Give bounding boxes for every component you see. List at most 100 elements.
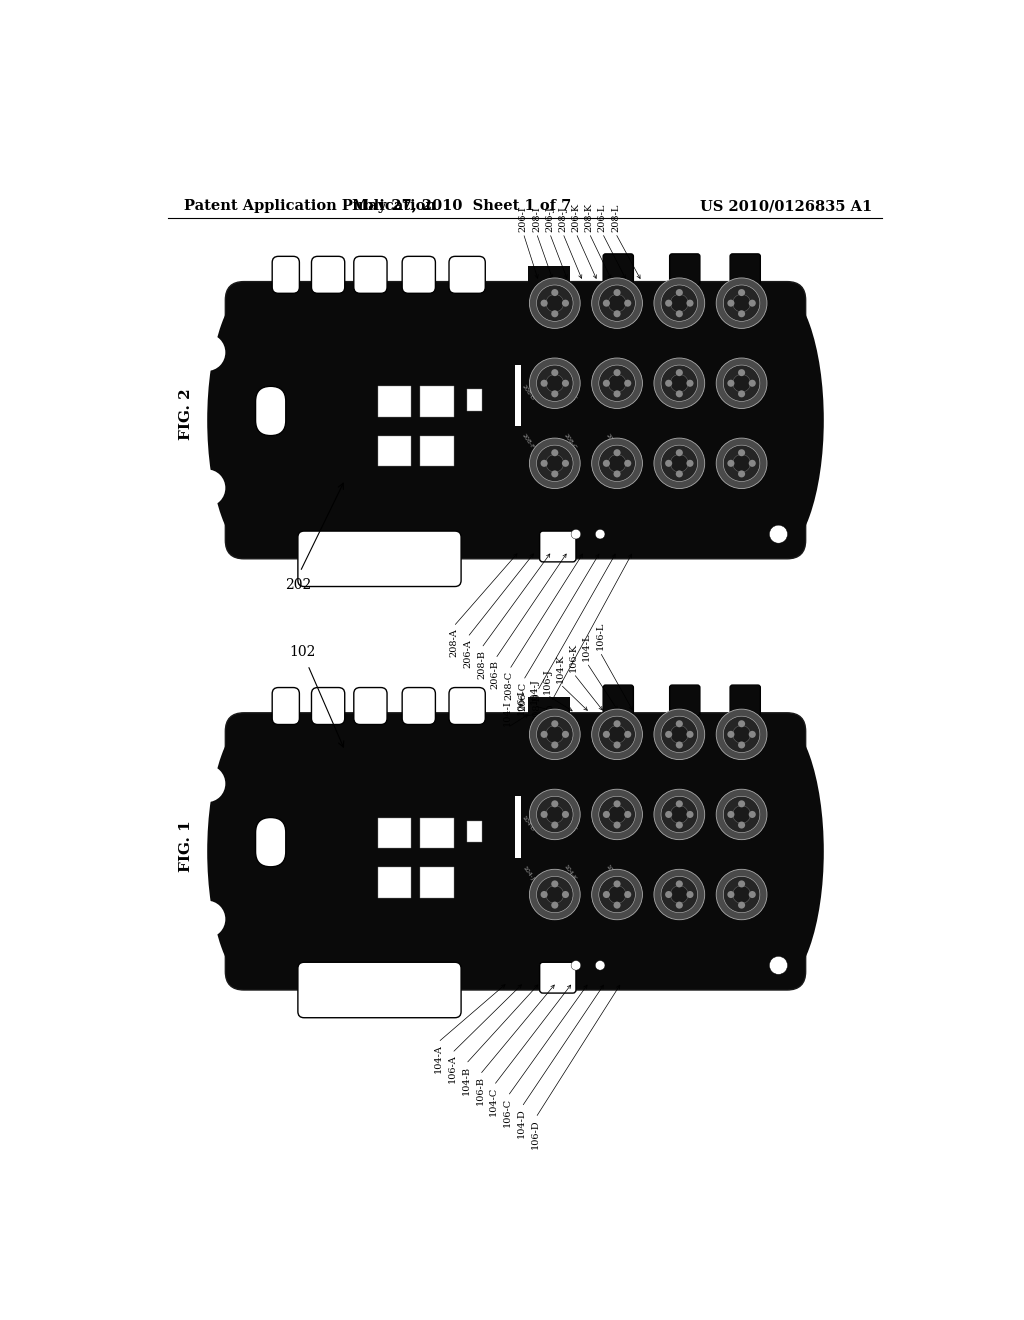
- FancyBboxPatch shape: [603, 253, 634, 285]
- Circle shape: [571, 529, 581, 539]
- Bar: [420, 817, 454, 849]
- Text: 106-C: 106-C: [503, 1098, 512, 1127]
- Circle shape: [603, 380, 610, 387]
- Text: 104-H: 104-H: [605, 863, 620, 882]
- Text: 208-C: 208-C: [505, 671, 514, 701]
- Circle shape: [676, 470, 683, 478]
- Circle shape: [686, 459, 693, 467]
- FancyBboxPatch shape: [298, 531, 461, 586]
- Circle shape: [716, 709, 767, 759]
- Circle shape: [529, 438, 581, 488]
- Ellipse shape: [207, 285, 304, 556]
- Circle shape: [625, 891, 631, 898]
- Bar: [515, 364, 521, 426]
- Circle shape: [676, 902, 683, 908]
- Circle shape: [551, 391, 558, 397]
- Circle shape: [541, 380, 548, 387]
- Circle shape: [613, 370, 621, 376]
- FancyBboxPatch shape: [670, 685, 699, 715]
- FancyBboxPatch shape: [670, 253, 699, 285]
- Circle shape: [562, 810, 569, 818]
- Text: 206-J: 206-J: [545, 206, 554, 231]
- Circle shape: [666, 810, 672, 818]
- Circle shape: [541, 300, 548, 306]
- Circle shape: [529, 358, 581, 408]
- Text: 208-D: 208-D: [532, 693, 542, 722]
- Circle shape: [666, 891, 672, 898]
- Circle shape: [676, 289, 683, 296]
- Text: US 2010/0126835 A1: US 2010/0126835 A1: [699, 199, 872, 213]
- Text: 104-D: 104-D: [517, 1109, 526, 1138]
- Circle shape: [671, 375, 688, 392]
- Circle shape: [716, 438, 767, 488]
- Circle shape: [716, 358, 767, 408]
- Bar: [527, 267, 570, 313]
- Circle shape: [562, 731, 569, 738]
- Circle shape: [666, 731, 672, 738]
- Text: 206-C: 206-C: [519, 682, 527, 711]
- FancyBboxPatch shape: [354, 688, 387, 725]
- Circle shape: [676, 821, 683, 829]
- Circle shape: [654, 789, 705, 840]
- Ellipse shape: [727, 285, 823, 556]
- Circle shape: [738, 880, 745, 887]
- Circle shape: [727, 380, 734, 387]
- Text: 104-B: 104-B: [520, 814, 535, 833]
- Circle shape: [595, 961, 605, 970]
- FancyBboxPatch shape: [540, 531, 575, 562]
- FancyBboxPatch shape: [402, 256, 435, 293]
- FancyBboxPatch shape: [730, 253, 761, 285]
- Text: 104-C: 104-C: [489, 1088, 499, 1117]
- Text: 208-A: 208-A: [605, 384, 620, 401]
- Text: 206-D: 206-D: [547, 704, 556, 733]
- Circle shape: [769, 525, 787, 543]
- Circle shape: [529, 789, 581, 840]
- Circle shape: [654, 358, 705, 408]
- Text: 208-L: 208-L: [611, 203, 620, 231]
- Circle shape: [749, 731, 756, 738]
- Text: 104-J: 104-J: [521, 865, 535, 880]
- Circle shape: [749, 459, 756, 467]
- Circle shape: [625, 810, 631, 818]
- Circle shape: [541, 731, 548, 738]
- Circle shape: [654, 279, 705, 329]
- Circle shape: [666, 300, 672, 306]
- Circle shape: [733, 375, 751, 392]
- Circle shape: [686, 380, 693, 387]
- Circle shape: [551, 370, 558, 376]
- Text: 104-A: 104-A: [433, 1044, 442, 1073]
- Text: 208-K: 208-K: [585, 202, 594, 231]
- Circle shape: [608, 294, 626, 312]
- Circle shape: [749, 380, 756, 387]
- Text: 106-B: 106-B: [475, 1076, 484, 1105]
- Text: 208-F: 208-F: [520, 433, 535, 450]
- Circle shape: [562, 300, 569, 306]
- Circle shape: [738, 370, 745, 376]
- Bar: [420, 387, 454, 417]
- Circle shape: [723, 445, 760, 482]
- Circle shape: [541, 891, 548, 898]
- Circle shape: [733, 886, 751, 903]
- Bar: [378, 867, 412, 898]
- Circle shape: [613, 821, 621, 829]
- Circle shape: [716, 279, 767, 329]
- Text: 106-J: 106-J: [543, 668, 552, 693]
- Circle shape: [603, 300, 610, 306]
- Circle shape: [546, 805, 563, 824]
- Text: FIG. 1: FIG. 1: [179, 820, 194, 871]
- FancyBboxPatch shape: [298, 962, 461, 1018]
- FancyBboxPatch shape: [225, 281, 806, 558]
- Text: May 27, 2010  Sheet 1 of 7: May 27, 2010 Sheet 1 of 7: [351, 199, 570, 213]
- Circle shape: [546, 886, 563, 903]
- Text: 208-B: 208-B: [477, 649, 486, 678]
- Circle shape: [727, 459, 734, 467]
- Circle shape: [738, 391, 745, 397]
- Circle shape: [592, 709, 642, 759]
- Bar: [467, 389, 482, 411]
- Circle shape: [666, 459, 672, 467]
- Circle shape: [733, 805, 751, 824]
- Circle shape: [551, 880, 558, 887]
- Circle shape: [613, 880, 621, 887]
- Circle shape: [723, 717, 760, 752]
- Ellipse shape: [727, 715, 823, 987]
